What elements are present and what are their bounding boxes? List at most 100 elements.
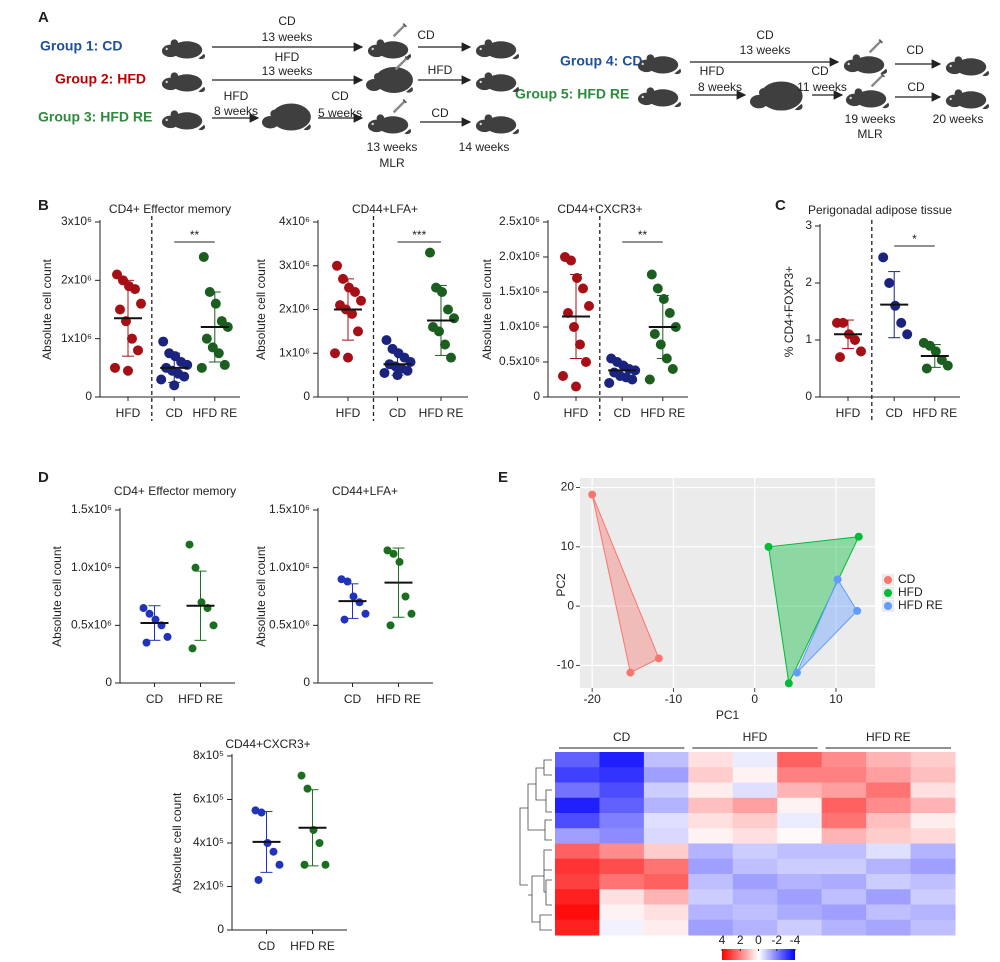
heatmap-cell — [688, 919, 734, 936]
data-point — [833, 575, 842, 584]
data-point — [784, 679, 793, 688]
heatmap-cell — [643, 752, 689, 768]
chart-title: Perigonadal adipose tissue — [808, 203, 952, 217]
data-point — [627, 374, 638, 385]
y-axis-label: Absolute cell count — [254, 545, 268, 646]
heatmap-cell — [777, 874, 823, 890]
data-point — [163, 632, 172, 641]
x-tick-label: CD — [146, 692, 164, 706]
data-point — [343, 352, 353, 363]
data-point — [764, 542, 773, 551]
heatmap-cell — [866, 828, 912, 844]
heatmap-cell — [866, 813, 912, 829]
data-point — [188, 644, 197, 653]
heatmap-cell — [866, 919, 912, 936]
heatmap-cell — [599, 797, 645, 814]
heatmap-cell — [555, 889, 600, 905]
group-label: Group 1: CD — [40, 38, 122, 54]
data-point — [835, 352, 845, 363]
diagram-label: CD — [907, 80, 925, 94]
y-axis-label: Absolute cell count — [50, 545, 64, 646]
diagram-label: 19 weeks — [845, 112, 896, 126]
diagram-label: CD — [417, 28, 435, 42]
data-point — [646, 269, 657, 280]
heatmap-cell — [599, 828, 645, 844]
diagram-label: CD — [331, 89, 349, 103]
group-label: Group 4: CD — [560, 53, 642, 69]
heatmap: CD HFD HFD RE 4 2 0 -2 -4 — [555, 730, 956, 960]
data-point — [315, 839, 324, 847]
heatmap-cell — [643, 874, 689, 890]
colorbar-tick-label: -4 — [790, 933, 801, 947]
data-point — [878, 252, 889, 263]
diagram-label: 11 weeks — [797, 80, 847, 94]
column-group-label: CD — [613, 730, 631, 744]
data-point — [275, 860, 284, 869]
data-point — [792, 668, 801, 677]
heatmap-cell — [688, 782, 734, 799]
legend-marker — [884, 589, 892, 597]
y-axis-label: PC2 — [554, 573, 568, 597]
y-axis-label: Absolute cell count — [254, 258, 268, 359]
legend-label: HFD — [898, 585, 923, 599]
chart-title: CD44+LFA+ — [352, 202, 418, 216]
y-tick-label: 6x10⁵ — [193, 792, 224, 806]
heatmap-cell — [732, 843, 778, 860]
data-point — [201, 333, 212, 344]
heatmap-cell — [910, 767, 956, 783]
diagram-label: 13 weeks — [367, 140, 418, 154]
data-point — [340, 615, 349, 624]
data-point — [219, 359, 230, 370]
y-axis-label: % CD4+FOXP3+ — [782, 266, 796, 357]
diagram-label: HFD — [224, 89, 249, 103]
heatmap-cell — [821, 843, 867, 860]
data-point — [142, 638, 151, 647]
data-point — [838, 317, 848, 328]
diagram-label: 14 weeks — [459, 140, 510, 154]
x-tick-label: HFD RE — [290, 939, 335, 953]
y-tick-label: 2x10⁶ — [61, 273, 92, 287]
data-point — [856, 346, 866, 357]
heatmap-cell — [777, 904, 823, 921]
x-tick-label: CD — [344, 692, 362, 706]
diagram-label: 5 weeks — [318, 106, 362, 120]
heatmap-cell — [643, 843, 689, 860]
y-tick-label: 1x10⁶ — [61, 331, 92, 345]
diagram-label: 8 weeks — [214, 104, 258, 118]
heatmap-cell — [599, 889, 645, 905]
heatmap-cell — [866, 889, 912, 905]
y-tick-label: 2x10⁶ — [279, 302, 310, 316]
colorbar-tick-label: 4 — [719, 933, 726, 947]
data-point — [158, 336, 169, 347]
data-point — [196, 362, 207, 373]
heatmap-cell — [688, 843, 734, 860]
heatmap-cell — [821, 782, 867, 799]
heatmap-cell — [555, 904, 600, 921]
heatmap-cell — [643, 828, 689, 844]
heatmap-cell — [732, 767, 778, 783]
heatmap-cell — [688, 813, 734, 829]
heatmap-cell — [555, 782, 600, 799]
diagram-label: HFD — [275, 50, 300, 64]
data-point — [386, 621, 395, 630]
x-tick-label: 0 — [751, 692, 758, 706]
data-point — [349, 592, 358, 601]
heatmap-cell — [866, 782, 912, 799]
heatmap-cell — [777, 752, 823, 768]
data-point — [257, 808, 266, 817]
heatmap-cell — [688, 752, 734, 768]
x-tick-label: HFD — [564, 406, 589, 420]
data-point — [127, 333, 137, 344]
chart-title: CD44+CXCR3+ — [225, 737, 310, 751]
legend-marker — [884, 602, 892, 610]
y-tick-label: 2 — [805, 275, 812, 289]
x-tick-label: HFD RE — [192, 406, 237, 420]
heatmap-cell — [777, 813, 823, 829]
y-tick-label: 1 — [805, 332, 812, 346]
diagram-label: CD — [756, 28, 774, 42]
diagram: Group 1: CD Group 2: HFD Group 3: HFD RE… — [38, 14, 990, 170]
data-point — [425, 247, 435, 258]
x-tick-label: HFD RE — [178, 692, 223, 706]
data-point — [254, 875, 263, 884]
data-point — [123, 365, 133, 376]
